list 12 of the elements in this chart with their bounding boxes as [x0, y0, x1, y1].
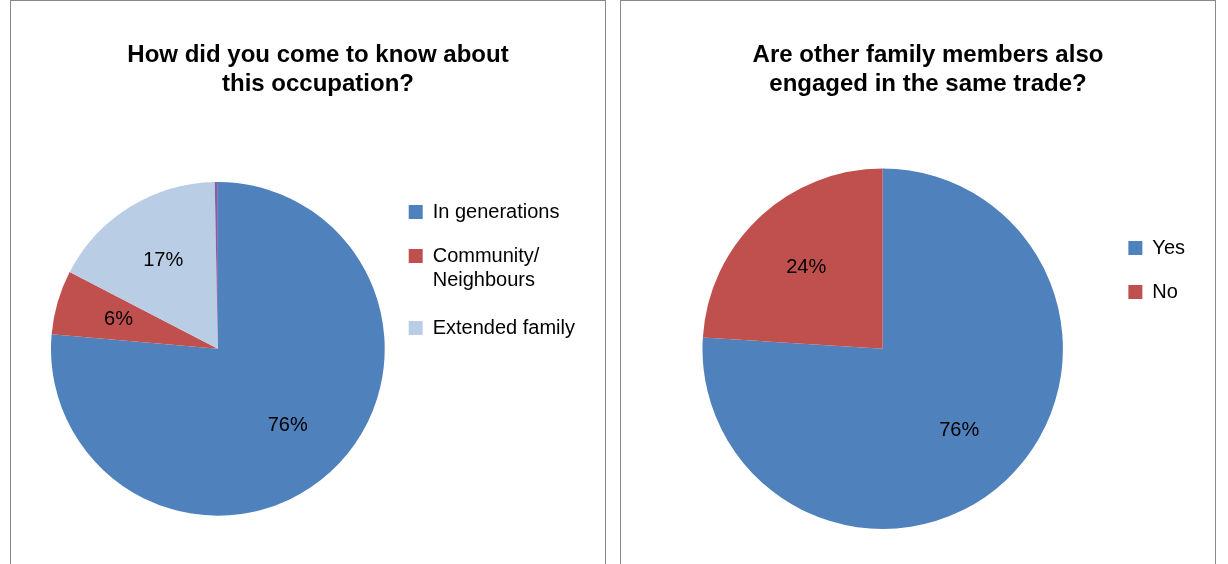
data-label: 76%	[939, 417, 980, 440]
data-label: 76%	[267, 412, 308, 435]
legend-label: In generations	[432, 199, 560, 222]
data-label: 24%	[786, 254, 827, 277]
legend-label: Yes	[1152, 235, 1186, 258]
legend-label: Community/ Neighbours	[432, 243, 540, 290]
chart-title: How did you come to know about this occupation?	[127, 40, 509, 96]
legend-label: No	[1152, 279, 1178, 302]
chart-title: Are other family members also engaged in the same trade?	[752, 40, 1104, 96]
data-label: 6%	[104, 307, 134, 330]
data-label: 17%	[143, 248, 184, 271]
legend-label: Extended family	[432, 315, 575, 338]
